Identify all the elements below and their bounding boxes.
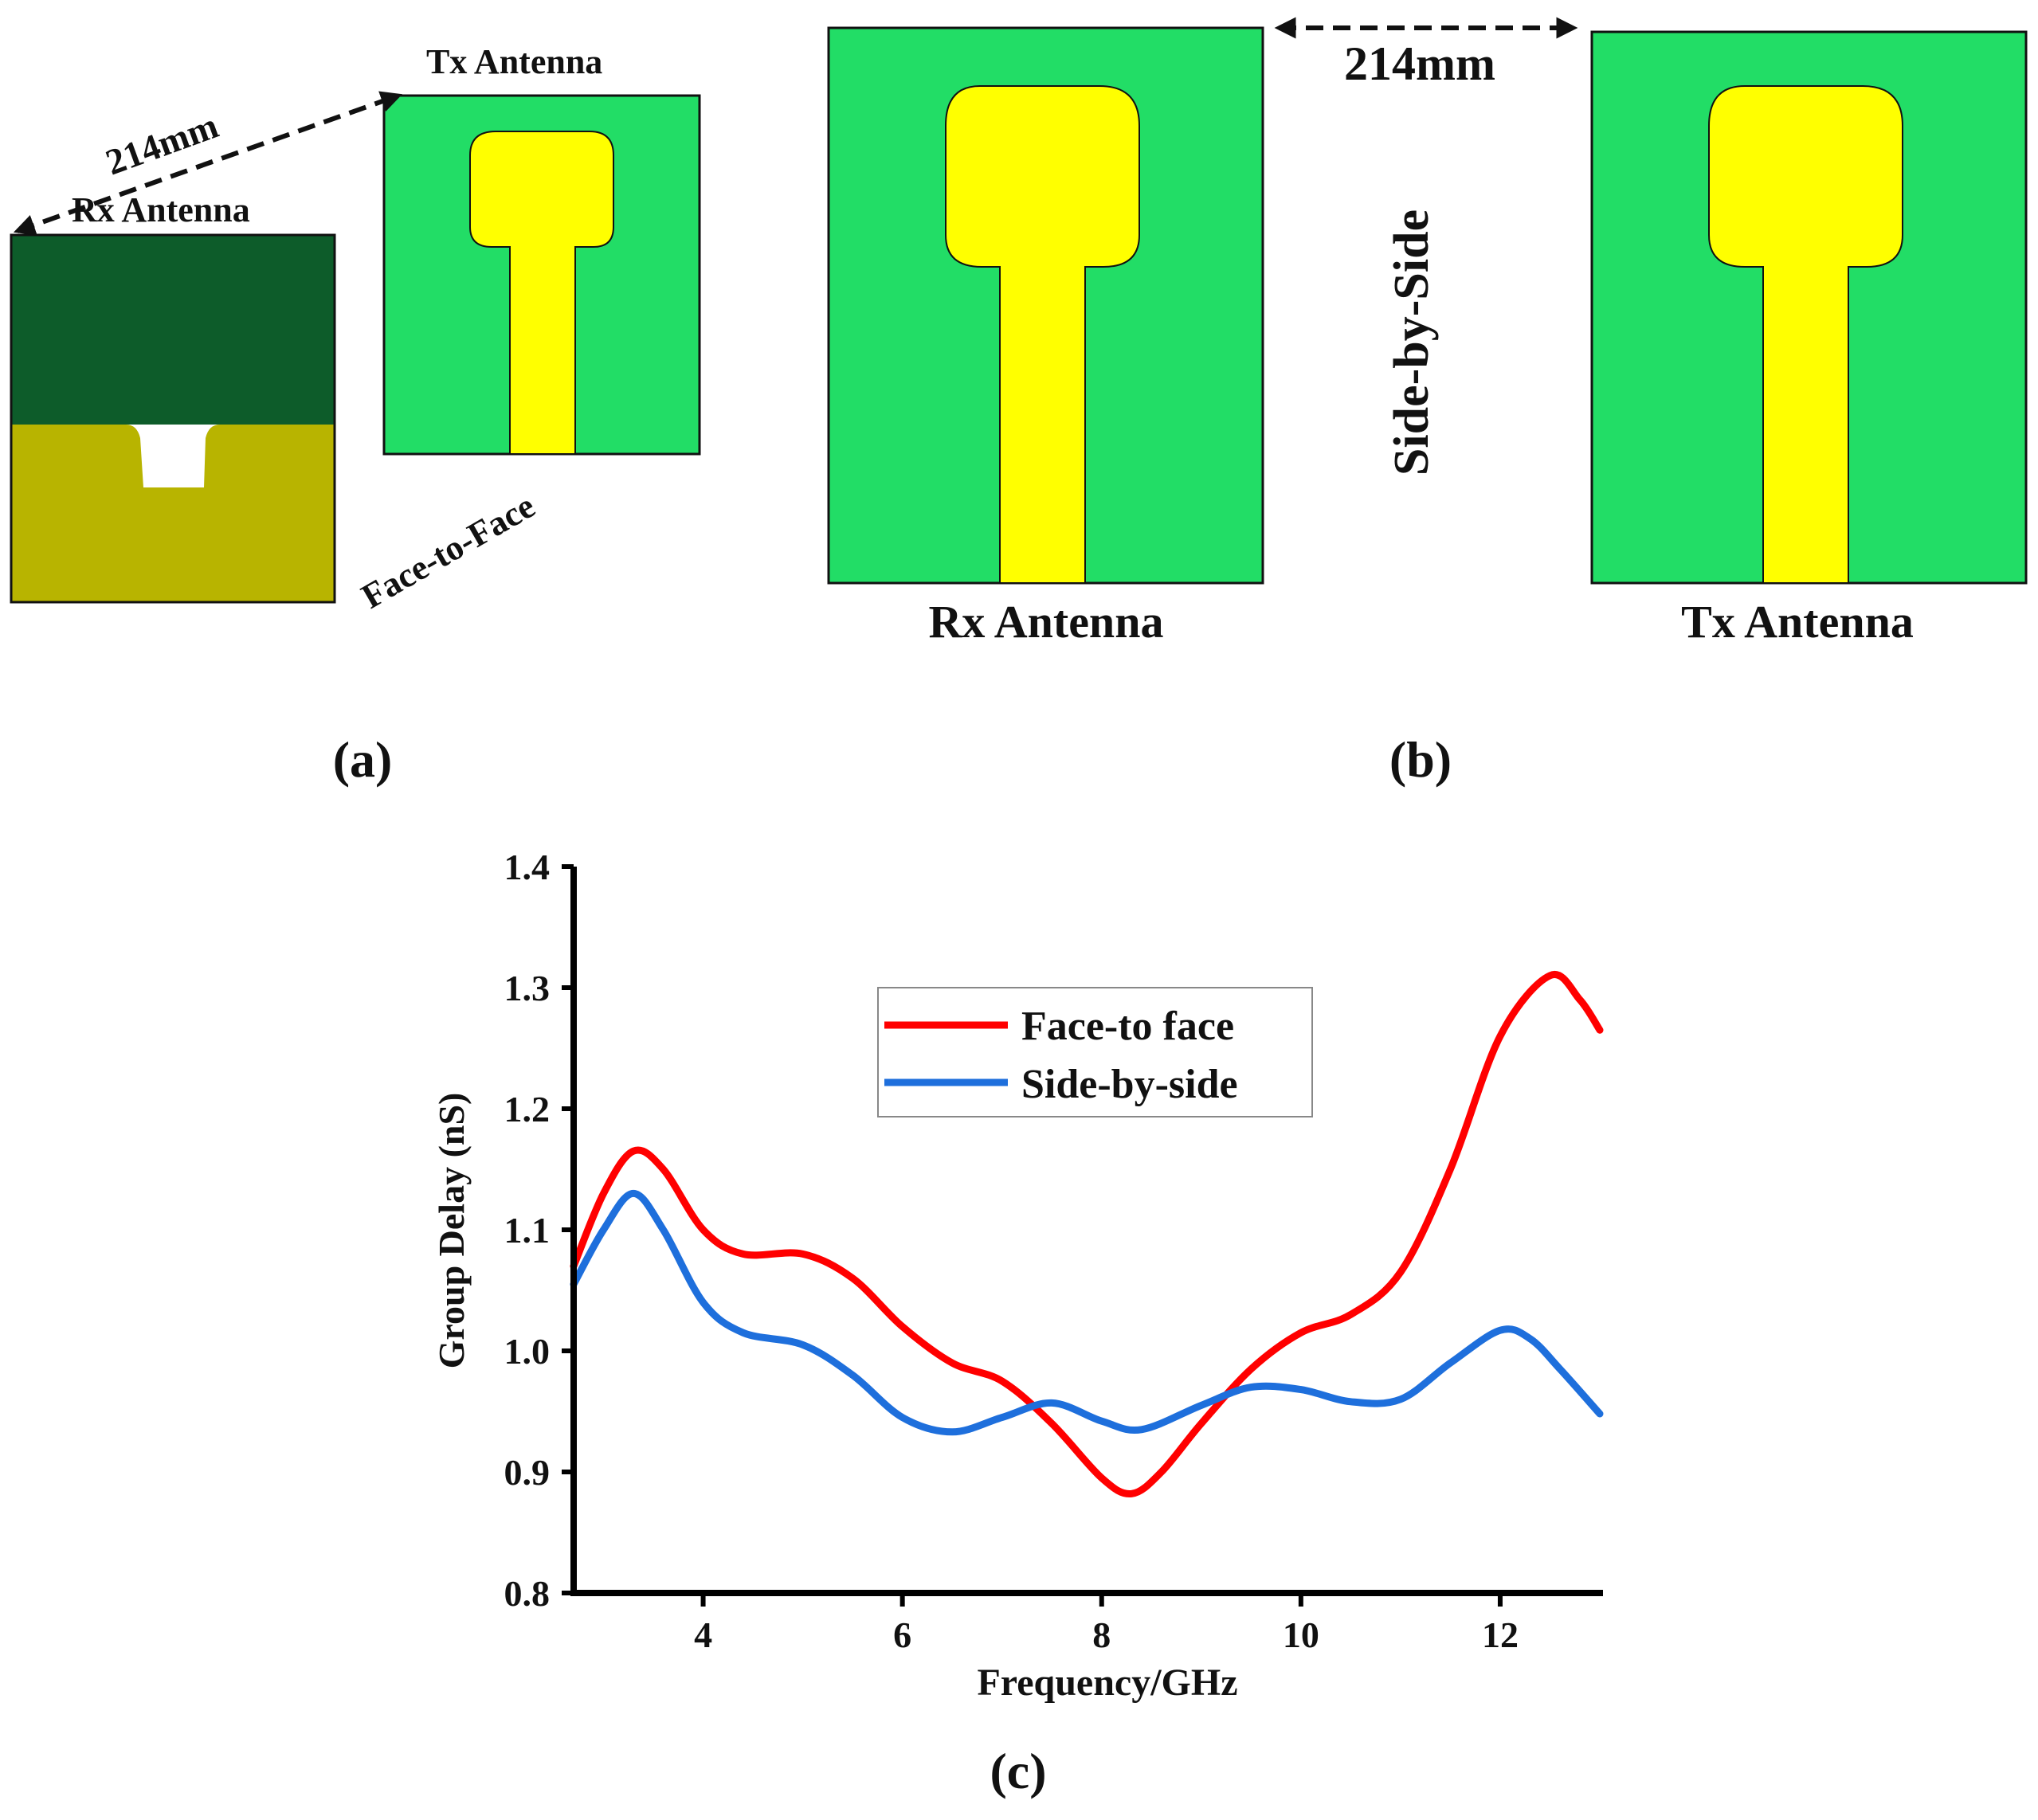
panel-a-tx-label: Tx Antenna [426, 42, 602, 81]
panel-a-distance-arrow [13, 91, 403, 236]
x-axis-ticks: 4 6 8 10 12 [694, 1593, 1519, 1655]
panel-a-distance-label: 214mm [100, 105, 223, 183]
panel-b-distance-label: 214mm [1344, 37, 1495, 90]
y-axis-title: Group Delay (nS) [431, 1093, 472, 1369]
panel-b-tx-antenna: Tx Antenna [1590, 30, 2028, 648]
series-line-side-by-side [570, 1189, 1604, 1436]
y-axis-ticks: 0.8 0.9 1.0 1.1 1.2 1.3 1.4 [504, 847, 574, 1614]
panel-a-orientation-label: Face-to-Face [355, 486, 542, 616]
x-tick-label: 12 [1482, 1615, 1519, 1655]
panel-b-tx-label: Tx Antenna [1681, 596, 1914, 648]
rx-ground-dark [11, 235, 335, 425]
x-tick-label: 4 [694, 1615, 712, 1655]
panel-c-caption: (c) [990, 1743, 1046, 1799]
x-tick-label: 6 [893, 1615, 911, 1655]
legend-label-side-by-side: Side-by-side [1021, 1062, 1238, 1107]
panel-a-caption: (a) [333, 731, 393, 788]
x-axis-title: Frequency/GHz [977, 1661, 1237, 1704]
legend: Face-to face Side-by-side [877, 987, 1313, 1117]
rx-patch [945, 85, 1140, 584]
legend-label-face-to-face: Face-to face [1021, 1004, 1234, 1049]
tx-patch [469, 131, 614, 455]
panel-a-tx-antenna: Tx Antenna [382, 42, 701, 456]
panel-a: Rx Antenna Tx Antenna 214mm Face-to-Face… [10, 42, 701, 788]
panel-a-rx-label: Rx Antenna [72, 190, 250, 229]
panel-a-rx-antenna: Rx Antenna [10, 190, 336, 604]
y-tick-label: 1.0 [504, 1331, 551, 1372]
series-line-face-to-face [570, 971, 1604, 1497]
panel-b: Rx Antenna Tx Antenna 214mm Side-by-Side… [827, 17, 2028, 788]
y-tick-label: 0.8 [504, 1573, 551, 1614]
panel-b-rx-antenna: Rx Antenna [827, 26, 1264, 648]
series-layer [570, 971, 1604, 1497]
panel-b-rx-label: Rx Antenna [929, 596, 1164, 648]
x-tick-label: 8 [1092, 1615, 1111, 1655]
legend-box [877, 987, 1313, 1117]
panel-c-chart: 0.8 0.9 1.0 1.1 1.2 1.3 1.4 4 6 8 10 12 Frequency/… [431, 847, 1604, 1799]
y-tick-label: 0.9 [504, 1452, 551, 1493]
tx-patch-b [1708, 85, 1903, 584]
y-tick-label: 1.1 [504, 1210, 551, 1251]
x-tick-label: 10 [1283, 1615, 1319, 1655]
y-tick-label: 1.4 [504, 847, 551, 887]
rx-ground-olive [11, 425, 335, 602]
panel-b-orientation-label: Side-by-Side [1385, 209, 1439, 476]
panel-b-caption: (b) [1389, 731, 1452, 788]
y-tick-label: 1.2 [504, 1089, 551, 1129]
y-tick-label: 1.3 [504, 968, 551, 1008]
